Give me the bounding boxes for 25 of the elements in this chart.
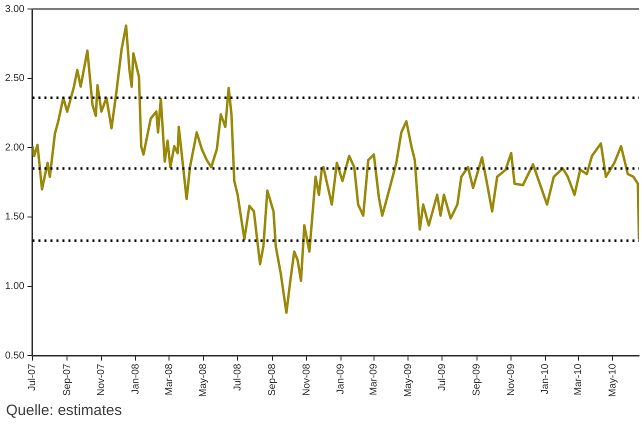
y-tick-label: 2.50 [4, 73, 25, 84]
x-tick-label: Nov-08 [301, 363, 312, 396]
x-tick-label: Mar-10 [573, 363, 584, 396]
x-tick-label: Sep-08 [267, 363, 278, 396]
x-tick-label: Sep-09 [472, 363, 483, 396]
y-tick-label: 1.00 [4, 281, 25, 292]
x-tick-label: Jan-10 [540, 363, 552, 394]
x-tick-label: Mar-08 [164, 363, 175, 396]
x-tick-label: May-09 [402, 363, 414, 398]
x-tick-label: Jan-08 [130, 363, 142, 394]
source-note: Quelle: estimates [6, 402, 122, 419]
x-tick-label: Jul-07 [27, 363, 38, 391]
x-tick-label: Nov-07 [96, 363, 108, 396]
y-tick-label: 0.50 [4, 350, 25, 362]
x-tick-label: Sep-07 [62, 363, 73, 396]
x-tick-label: Mar-09 [368, 363, 380, 396]
x-tick-label: Nov-09 [506, 363, 517, 396]
x-tick-label: Jul-08 [232, 363, 244, 391]
y-tick-label: 3.00 [4, 4, 25, 15]
y-tick-label: 1.50 [4, 212, 25, 223]
x-tick-label: May-08 [198, 363, 210, 398]
x-tick-label: May-10 [607, 363, 618, 398]
x-tick-label: Jul-09 [436, 363, 448, 391]
y-tick-label: 2.00 [4, 142, 25, 154]
x-tick-label: Jan-09 [336, 363, 347, 394]
